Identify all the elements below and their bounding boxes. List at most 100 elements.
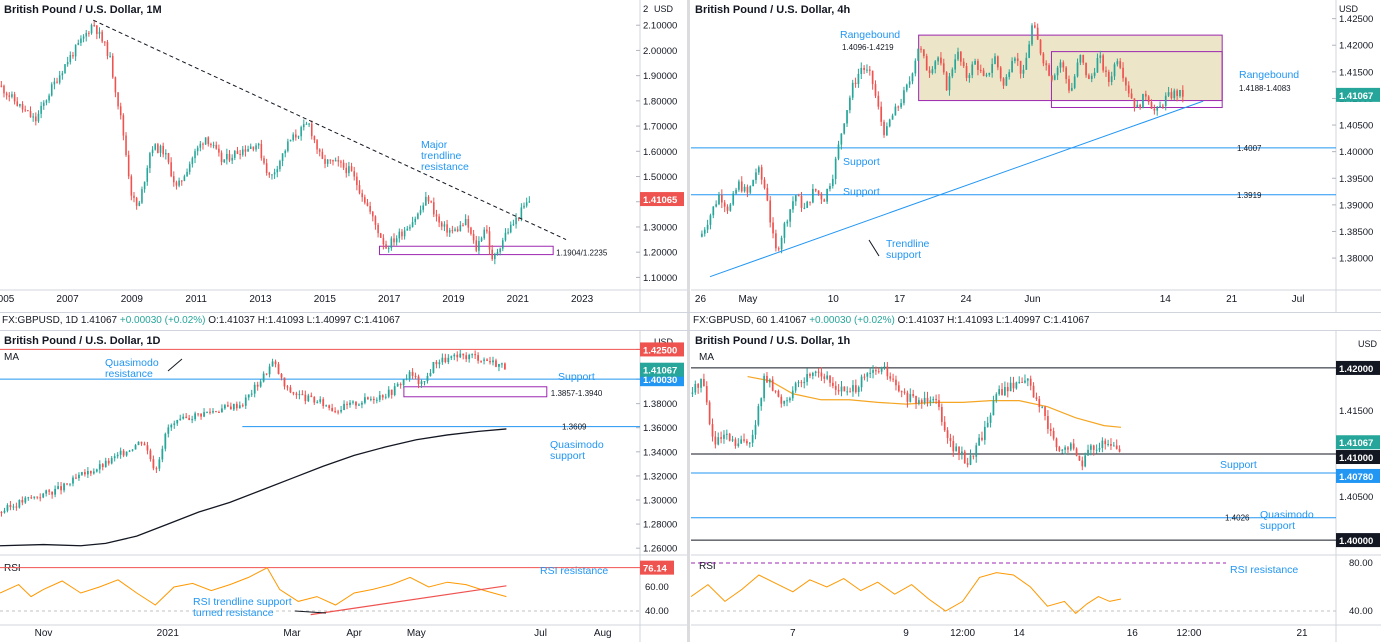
hourly-candle [1058, 447, 1061, 451]
hourly-candle [794, 383, 797, 391]
daily-candle [453, 354, 456, 357]
daily-candle [378, 395, 381, 400]
daily-candle [250, 393, 253, 395]
daily-candle [355, 401, 357, 406]
daily-candle [24, 497, 27, 503]
daily-candle [161, 448, 164, 460]
fourh-candle [996, 56, 999, 68]
fourh-candle [988, 72, 991, 75]
fourh-candle [726, 206, 729, 211]
fourh-range2-value: 1.4188-1.4083 [1239, 84, 1291, 93]
hourly-xtick-label: 14 [1014, 628, 1026, 639]
hourly-price-tag-label: 1.41067 [1339, 438, 1373, 449]
chart-panel-hourly[interactable]: USD 1.41500 1.40500 7 9 12:00 14 16 12:00 21 MA 1.4… [691, 331, 1381, 642]
daily-candle [218, 412, 220, 414]
hourly-s1-price-tag-label: 1.41000 [1339, 453, 1373, 464]
monthly-trend-annotation: trendline [421, 150, 461, 162]
hourly-rsi-resistance-label: RSI resistance [1230, 564, 1298, 576]
hourly-s2-price-tag-label: 1.40780 [1339, 472, 1373, 483]
hourly-candle [995, 394, 998, 401]
monthly-candle [188, 164, 191, 172]
daily-candle [188, 418, 191, 420]
fourh-candle [886, 126, 888, 136]
daily-candle [265, 373, 268, 375]
monthly-candle [281, 153, 284, 162]
hourly-candle [1018, 381, 1021, 383]
daily-candle [110, 458, 113, 464]
hourly-candle [771, 379, 774, 391]
monthly-candle [446, 224, 448, 233]
daily-candle [480, 360, 482, 362]
monthly-candle [146, 168, 149, 182]
monthly-candle [395, 238, 398, 243]
hourly-candle [857, 387, 860, 393]
monthly-candle [69, 55, 72, 63]
chart-panel-4h[interactable]: 1.425001.420001.415001.410001.405001.400… [691, 0, 1381, 312]
daily-xtick-label: Apr [346, 628, 362, 639]
daily-candle [447, 357, 450, 363]
hourly-candle [737, 443, 740, 446]
hourly-candle [786, 400, 788, 402]
hourly-candle [760, 398, 763, 407]
hourly-candle [711, 424, 714, 437]
monthly-candle [5, 93, 8, 96]
monthly-trendline [93, 19, 567, 241]
monthly-candle [204, 137, 207, 145]
hourly-candle [1004, 387, 1006, 396]
daily-candle [241, 405, 244, 407]
hourly-candle [852, 385, 854, 392]
daily-candle [399, 383, 402, 386]
monthly-candle [45, 100, 48, 103]
fourh-candle [960, 51, 962, 62]
fourh-candle [1053, 75, 1056, 80]
fourh-candle [982, 70, 985, 76]
fourh-candle [1127, 85, 1130, 94]
daily-candle [313, 397, 316, 403]
chart-monthly-svg[interactable]: 2.10000 2.00000 1.90000 1.80000 1.70000 1.600… [0, 0, 687, 312]
fourh-candle [914, 60, 917, 74]
chart-4h-svg[interactable]: 1.425001.420001.415001.410001.405001.400… [691, 0, 1381, 312]
hourly-ytick-label: 1.40500 [1339, 492, 1373, 503]
hourly-rsi-label: RSI [699, 561, 716, 572]
hourly-candle [811, 372, 814, 376]
fourh-candle [846, 110, 848, 124]
symbol-bar-right: FX:GBPUSD, 60 1.41067 +0.00030 (+0.02%) … [693, 315, 1089, 326]
daily-candle [319, 399, 322, 402]
fourh-range1-value: 1.4096-1.4219 [842, 43, 894, 52]
chart-panel-monthly[interactable]: 2.10000 2.00000 1.90000 1.80000 1.70000 1.600… [0, 0, 687, 312]
fourh-candle [1153, 108, 1156, 111]
fourh-candle [1130, 93, 1133, 99]
monthly-candle [472, 233, 475, 241]
hourly-candle [783, 400, 786, 404]
daily-candle [212, 411, 214, 413]
daily-candle [72, 477, 74, 484]
fourh-candle [1068, 79, 1070, 91]
hourly-candle [746, 440, 748, 444]
chart-hourly-svg[interactable]: USD 1.41500 1.40500 7 9 12:00 14 16 12:00 21 MA 1.4… [691, 331, 1381, 642]
fourh-candle [797, 195, 800, 197]
hourly-candle [918, 400, 920, 404]
fourh-range2-title: Rangebound [1239, 69, 1299, 81]
hourly-rsi-ytick-label: 40.00 [1349, 606, 1373, 617]
fourh-candle [1102, 55, 1104, 71]
fourh-candle [954, 59, 957, 70]
monthly-candle [77, 42, 80, 45]
monthly-candle [385, 244, 387, 249]
fourh-candle [1179, 89, 1181, 97]
hourly-candle [909, 394, 912, 402]
hourly-candle [877, 371, 880, 373]
hourly-candle [803, 381, 806, 384]
daily-candle [125, 451, 128, 456]
monthly-candle [114, 77, 117, 93]
daily-rsi-trend-annotation: turned resistance [193, 607, 274, 619]
monthly-candle [151, 149, 154, 154]
hourly-candle [923, 397, 926, 403]
monthly-candle [310, 123, 313, 137]
monthly-candle [72, 55, 74, 57]
monthly-candle [218, 148, 220, 153]
monthly-candle [191, 158, 194, 165]
hourly-candle [981, 437, 983, 440]
monthly-candle [263, 158, 265, 164]
